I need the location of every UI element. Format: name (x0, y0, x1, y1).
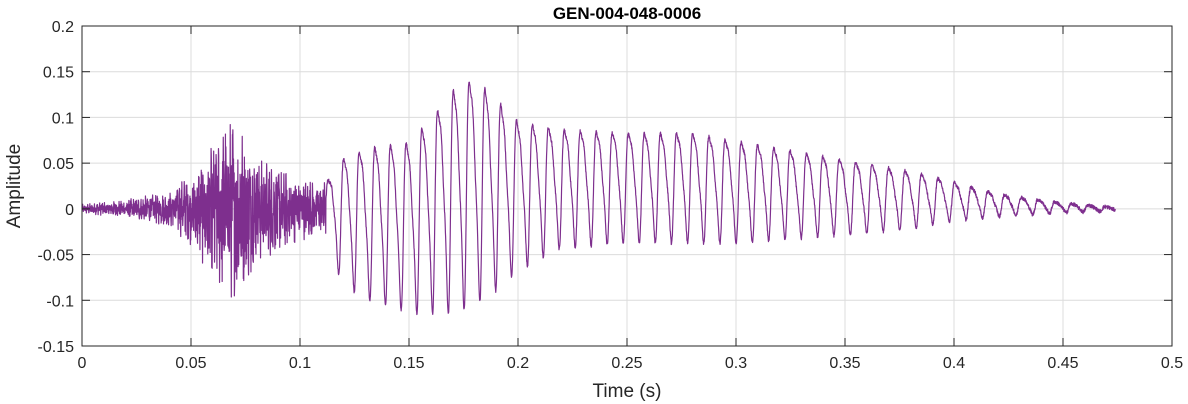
waveform-series-line (81, 81, 1116, 316)
y-tick-label: 0.2 (52, 19, 74, 36)
x-tick-label: 0.2 (507, 355, 529, 372)
x-tick-label: 0.15 (393, 355, 424, 372)
x-tick-labels: 0 0.05 0.1 0.15 0.2 0.25 0.3 0.35 0.4 0.45 0.5 (78, 355, 1184, 372)
x-tick-label: 0.05 (175, 355, 206, 372)
y-axis-label: Amplitude (4, 144, 25, 229)
y-tick-label: 0.15 (43, 65, 74, 82)
y-tick-label: -0.15 (38, 339, 75, 356)
y-tick-label: 0.05 (43, 156, 74, 173)
x-tick-label: 0.4 (943, 355, 965, 372)
x-axis-label: Time (s) (593, 381, 662, 402)
y-tick-label: -0.1 (46, 293, 74, 310)
x-tick-label: 0.45 (1047, 355, 1078, 372)
y-tick-label: 0 (65, 202, 74, 219)
x-tick-label: 0.25 (611, 355, 642, 372)
chart-title: GEN-004-048-0006 (553, 4, 701, 23)
axis-ticks (81, 25, 1173, 347)
x-tick-label: 0.5 (1161, 355, 1183, 372)
x-tick-label: 0 (78, 355, 87, 372)
x-tick-label: 0.1 (289, 355, 311, 372)
x-tick-label: 0.3 (725, 355, 747, 372)
waveform-group (81, 81, 1116, 316)
y-tick-label: 0.1 (52, 110, 74, 127)
y-tick-label: -0.05 (38, 248, 75, 265)
x-tick-label: 0.35 (829, 355, 860, 372)
y-tick-labels: -0.15 -0.1 -0.05 0 0.05 0.1 0.15 0.2 (38, 19, 75, 356)
